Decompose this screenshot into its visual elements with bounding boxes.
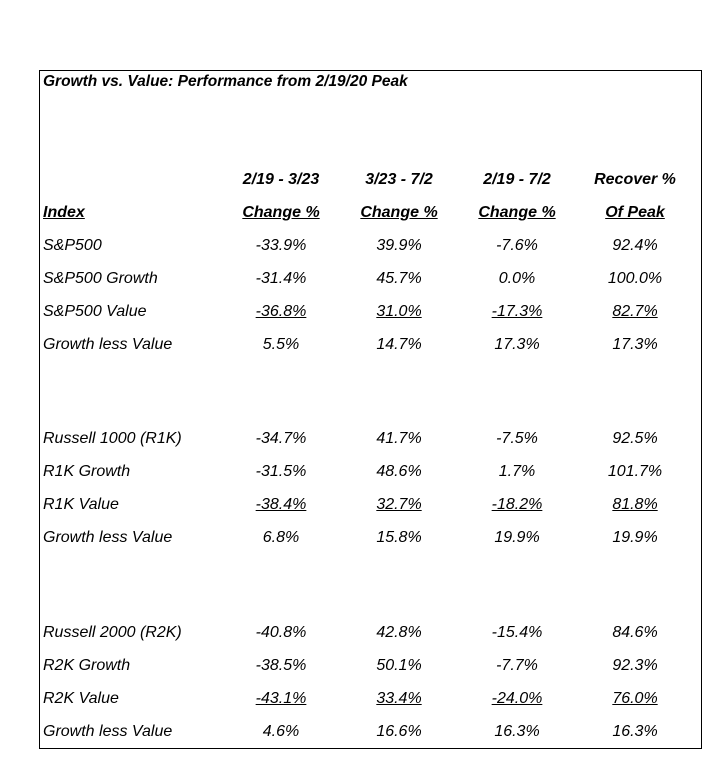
- table-cell: 100.0%: [607, 270, 663, 287]
- table-cell: -34.7%: [255, 430, 307, 447]
- row-label: Russell 2000 (R2K): [43, 624, 182, 641]
- table-cell: -31.5%: [255, 463, 307, 480]
- table-cell: 16.3%: [494, 723, 540, 740]
- table-cell: -18.2%: [491, 496, 543, 513]
- table-cell: 81.8%: [612, 496, 658, 513]
- table-cell: 16.3%: [612, 723, 658, 740]
- column-header-line1: Recover %: [594, 171, 676, 188]
- table-cell: -24.0%: [491, 690, 543, 707]
- table-cell: 14.7%: [376, 336, 422, 353]
- table-title: Growth vs. Value: Performance from 2/19/…: [43, 73, 408, 90]
- table-cell: -31.4%: [255, 270, 307, 287]
- table-cell: -36.8%: [255, 303, 307, 320]
- table-cell: -7.6%: [496, 237, 538, 254]
- table-cell: 19.9%: [612, 529, 658, 546]
- column-header-line1: 2/19 - 7/2: [483, 171, 551, 188]
- index-header: Index: [43, 204, 85, 221]
- row-label: Growth less Value: [43, 723, 173, 740]
- table-cell: 92.5%: [612, 430, 658, 447]
- table-cell: 84.6%: [612, 624, 658, 641]
- table-cell: -43.1%: [255, 690, 307, 707]
- row-label: S&P500: [43, 237, 102, 254]
- table-cell: 41.7%: [376, 430, 422, 447]
- table-cell: -38.4%: [255, 496, 307, 513]
- row-label: R1K Value: [43, 496, 119, 513]
- column-header-line2: Change %: [242, 204, 320, 221]
- table-cell: 6.8%: [262, 529, 300, 546]
- row-label: Growth less Value: [43, 529, 173, 546]
- column-header-line1: 3/23 - 7/2: [365, 171, 433, 188]
- table-cell: -38.5%: [255, 657, 307, 674]
- table-cell: 32.7%: [376, 496, 422, 513]
- table-cell: 31.0%: [376, 303, 422, 320]
- table-cell: 101.7%: [607, 463, 663, 480]
- row-label: S&P500 Growth: [43, 270, 158, 287]
- table-cell: 92.4%: [612, 237, 658, 254]
- row-label: R1K Growth: [43, 463, 131, 480]
- table-cell: -15.4%: [491, 624, 543, 641]
- table-cell: 76.0%: [612, 690, 658, 707]
- table-cell: -7.5%: [496, 430, 538, 447]
- table-cell: -7.7%: [496, 657, 538, 674]
- table-cell: 4.6%: [262, 723, 300, 740]
- column-header-line2: Of Peak: [605, 204, 665, 221]
- table-cell: 82.7%: [612, 303, 658, 320]
- table-cell: 50.1%: [376, 657, 422, 674]
- table-cell: 17.3%: [612, 336, 658, 353]
- table-cell: 33.4%: [376, 690, 422, 707]
- table-cell: 42.8%: [376, 624, 422, 641]
- column-header-line2: Change %: [360, 204, 438, 221]
- table-cell: 39.9%: [376, 237, 422, 254]
- table-cell: 0.0%: [498, 270, 536, 287]
- table-cell: 19.9%: [494, 529, 540, 546]
- row-label: S&P500 Value: [43, 303, 147, 320]
- row-label: Growth less Value: [43, 336, 173, 353]
- column-header-line1: 2/19 - 3/23: [242, 171, 320, 188]
- table-cell: -33.9%: [255, 237, 307, 254]
- column-header-line2: Change %: [478, 204, 556, 221]
- table-cell: 17.3%: [494, 336, 540, 353]
- table-cell: 45.7%: [376, 270, 422, 287]
- row-label: Russell 1000 (R1K): [43, 430, 182, 447]
- table-cell: 92.3%: [612, 657, 658, 674]
- row-label: R2K Value: [43, 690, 119, 707]
- table-cell: 15.8%: [376, 529, 422, 546]
- table-cell: 1.7%: [498, 463, 536, 480]
- table-cell: -17.3%: [491, 303, 543, 320]
- table-cell: 5.5%: [262, 336, 300, 353]
- table-border: [39, 70, 702, 749]
- row-label: R2K Growth: [43, 657, 131, 674]
- table-cell: 48.6%: [376, 463, 422, 480]
- table-cell: -40.8%: [255, 624, 307, 641]
- table-cell: 16.6%: [376, 723, 422, 740]
